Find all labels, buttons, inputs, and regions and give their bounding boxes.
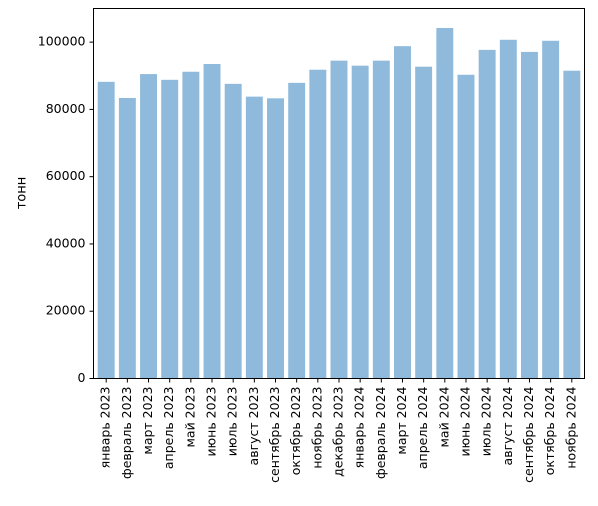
bar bbox=[394, 46, 411, 379]
x-tick-label: декабрь 2023 bbox=[331, 387, 346, 477]
bar bbox=[478, 49, 496, 379]
bar bbox=[97, 81, 115, 379]
bar bbox=[118, 97, 136, 379]
bar bbox=[309, 69, 327, 379]
x-tick-label: ноябрь 2023 bbox=[309, 387, 324, 469]
bar bbox=[563, 70, 581, 379]
x-tick-label: ноябрь 2024 bbox=[563, 386, 578, 468]
y-axis-title: тонн bbox=[15, 177, 30, 210]
bar bbox=[542, 40, 560, 379]
x-tick-label: февраль 2024 bbox=[373, 386, 388, 479]
bar bbox=[182, 71, 200, 379]
bar bbox=[499, 39, 517, 379]
bar bbox=[372, 60, 390, 379]
x-tick-label: октябрь 2024 bbox=[542, 386, 557, 475]
bar bbox=[267, 98, 284, 379]
y-tick-label: 80000 bbox=[46, 101, 86, 116]
x-tick-label: январь 2023 bbox=[98, 387, 113, 469]
y-axis-ticks: 0 20000 40000 60000 80000 100000 bbox=[38, 34, 94, 385]
y-tick-label: 100000 bbox=[38, 34, 86, 49]
x-tick-label: март 2024 bbox=[394, 386, 409, 454]
y-tick-label: 60000 bbox=[46, 168, 86, 183]
x-axis-ticks: январь 2023 февраль 2023 март 2023 апрель 2… bbox=[98, 378, 578, 483]
x-tick-label: сентябрь 2024 bbox=[521, 386, 536, 482]
bar bbox=[457, 74, 475, 379]
x-tick-label: сентябрь 2023 bbox=[267, 387, 282, 483]
y-tick-label: 20000 bbox=[46, 303, 86, 318]
bar bbox=[330, 60, 348, 379]
x-tick-label: октябрь 2023 bbox=[288, 387, 303, 476]
x-tick-label: май 2023 bbox=[182, 387, 197, 448]
x-tick-label: май 2024 bbox=[436, 386, 451, 447]
bar bbox=[224, 83, 242, 379]
x-tick-label: июль 2023 bbox=[225, 387, 240, 457]
x-tick-label: февраль 2023 bbox=[119, 387, 134, 479]
bar bbox=[288, 82, 306, 379]
x-tick-label: июль 2024 bbox=[479, 386, 494, 456]
y-tick-label: 0 bbox=[78, 370, 86, 385]
bar bbox=[203, 64, 221, 379]
x-tick-label: август 2024 bbox=[500, 386, 515, 465]
bar bbox=[415, 66, 433, 379]
y-tick-label: 40000 bbox=[46, 235, 86, 250]
bar bbox=[245, 96, 263, 379]
x-tick-label: январь 2024 bbox=[352, 386, 367, 468]
bar bbox=[521, 51, 538, 379]
x-tick-label: март 2023 bbox=[140, 387, 155, 455]
bar bbox=[161, 79, 179, 379]
bar bbox=[436, 28, 454, 379]
x-tick-label: апрель 2023 bbox=[161, 387, 176, 470]
bars-group bbox=[97, 28, 581, 379]
x-tick-label: август 2023 bbox=[246, 387, 261, 466]
x-tick-label: апрель 2024 bbox=[415, 386, 430, 469]
x-tick-label: июнь 2023 bbox=[204, 387, 219, 457]
x-tick-label: июнь 2024 bbox=[457, 386, 472, 456]
plot-frame bbox=[93, 8, 585, 379]
bar bbox=[351, 65, 369, 379]
bar bbox=[140, 74, 157, 379]
